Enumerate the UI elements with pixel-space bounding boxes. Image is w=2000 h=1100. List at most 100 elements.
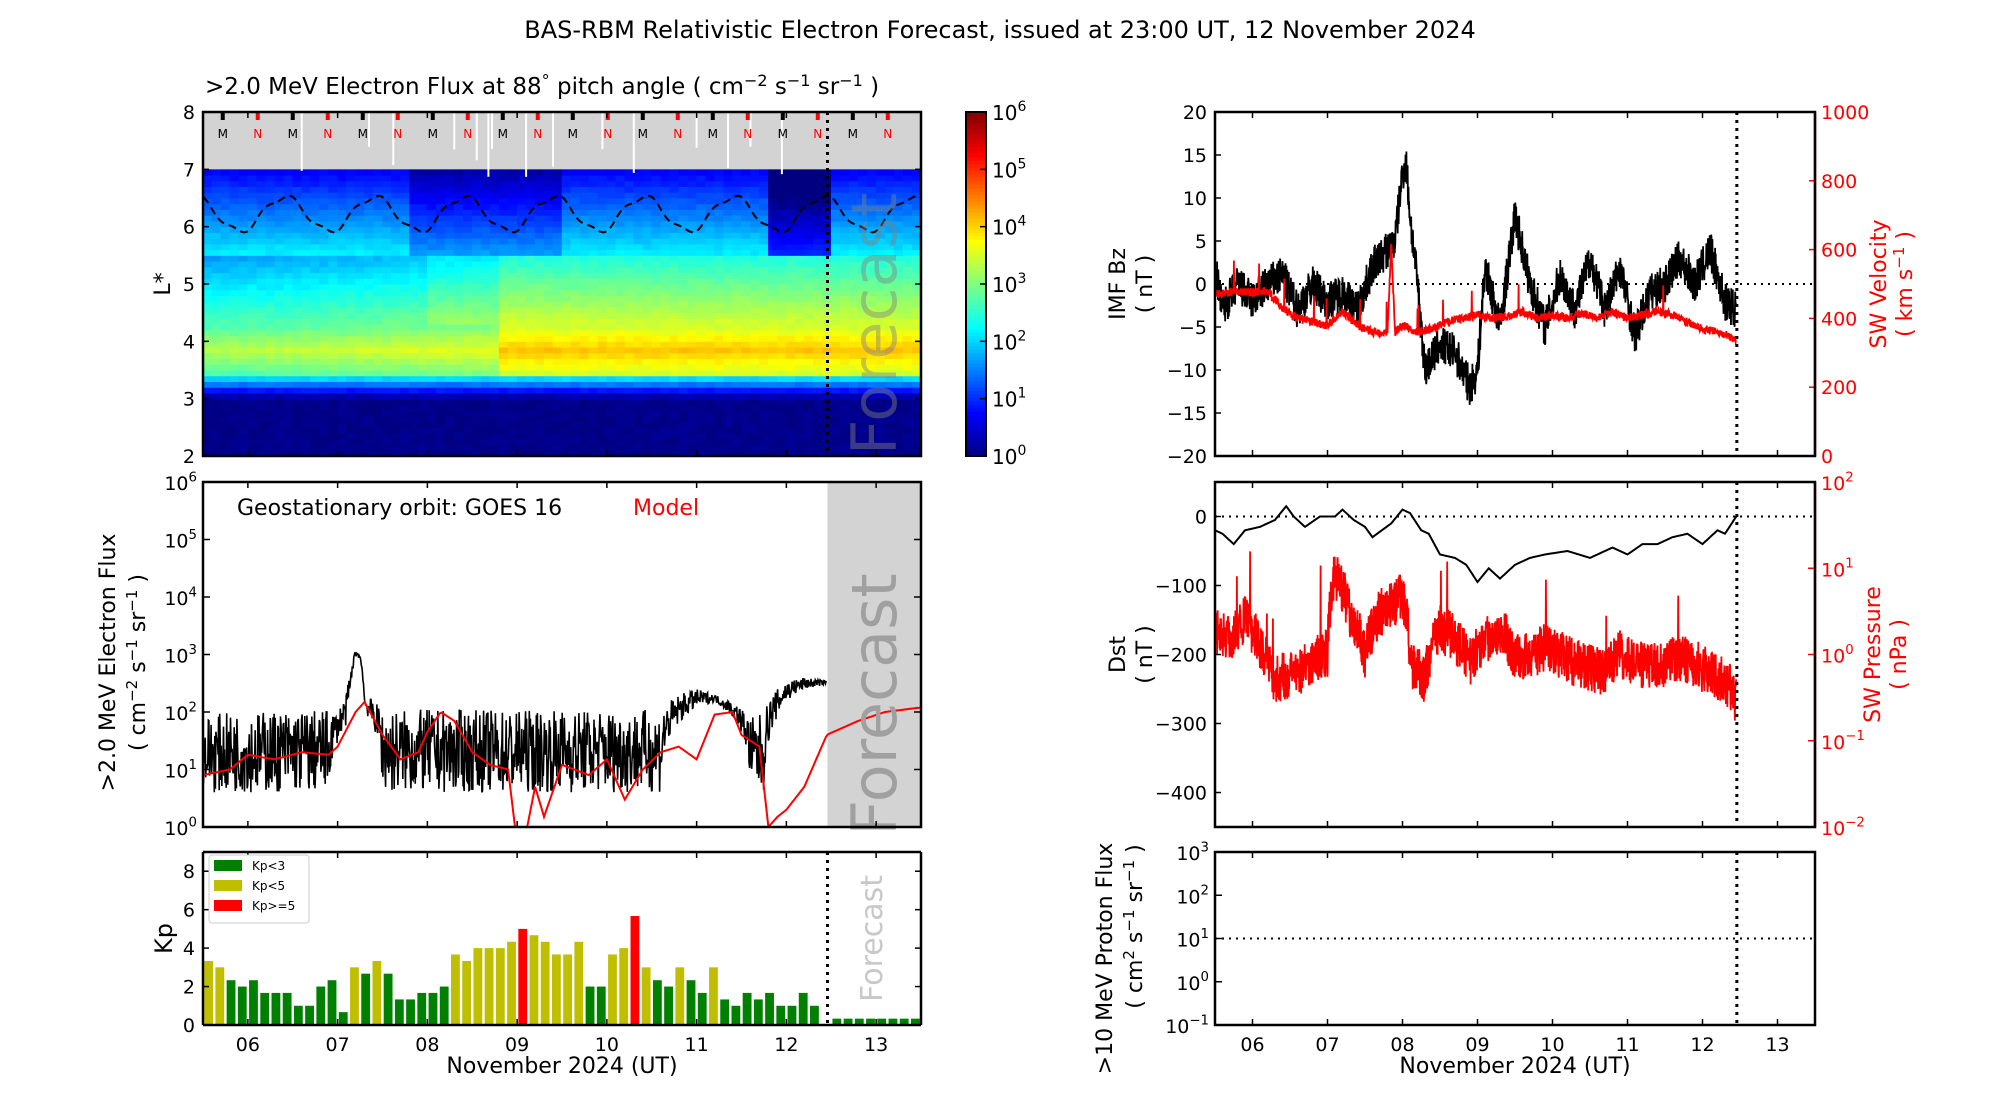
heatmap-cell [427, 369, 437, 377]
heatmap-cell [498, 369, 509, 377]
heatmap-cell [633, 375, 644, 382]
heatmap-cell [256, 369, 267, 377]
heatmap-cell [804, 318, 814, 325]
colorbar-segment [966, 376, 986, 381]
heatmap-cell [283, 398, 294, 405]
heatmap-cell [489, 203, 500, 210]
heatmap-cell [795, 346, 805, 354]
heatmap-cell [741, 180, 751, 188]
heatmap-cell [301, 415, 312, 423]
heatmap-cell [902, 404, 913, 411]
heatmap-cell [418, 220, 428, 228]
heatmap-cell [355, 174, 366, 182]
heatmap-cell [741, 283, 751, 291]
heatmap-cell [875, 255, 886, 262]
heatmap-cell [606, 289, 617, 296]
heatmap-cell [651, 186, 662, 193]
heatmap-cell [902, 323, 913, 331]
heatmap-cell [624, 404, 635, 411]
heatmap-cell [507, 283, 518, 291]
heatmap-cell [525, 329, 536, 337]
heatmap-cell [732, 266, 742, 274]
heatmap-cell [328, 363, 339, 371]
heatmap-cell [480, 363, 491, 371]
heatmap-cell [256, 249, 267, 256]
heatmap-cell [427, 266, 437, 274]
heatmap-cell [498, 214, 509, 222]
heatmap-cell [714, 174, 725, 182]
heatmap-cell [642, 375, 653, 382]
heatmap-cell [283, 415, 294, 423]
heatmap-cell [848, 214, 859, 222]
heatmap-cell [795, 283, 805, 291]
heatmap-cell [418, 255, 428, 262]
heatmap-cell [256, 318, 267, 325]
heatmap-cell [310, 266, 321, 274]
heatmap-cell [633, 203, 644, 210]
heatmap-cell [570, 277, 581, 285]
heatmap-cell [768, 289, 778, 296]
heatmap-cell [328, 312, 339, 319]
heatmap-cell [741, 386, 751, 394]
heatmap-cell [382, 220, 392, 228]
heatmap-cell [561, 329, 572, 337]
heatmap-cell [911, 214, 921, 222]
heatmap-cell [795, 260, 805, 268]
heatmap-cell [732, 409, 742, 417]
heatmap-cell [283, 312, 294, 319]
heatmap-cell [337, 381, 348, 388]
heatmap-cell [220, 386, 231, 394]
y-right-tick-label: 102 [1821, 470, 1854, 495]
heatmap-cell [821, 266, 832, 274]
heatmap-cell [759, 375, 769, 382]
heatmap-cell [391, 421, 401, 428]
heatmap-cell [642, 237, 653, 245]
heatmap-cell [400, 232, 410, 239]
heatmap-cell [759, 415, 769, 423]
heatmap-cell [516, 341, 527, 348]
heatmap-cell [705, 169, 716, 176]
heatmap-cell [911, 180, 921, 188]
heatmap-cell [409, 203, 419, 210]
heatmap-cell [328, 449, 339, 456]
heatmap-cell [642, 214, 653, 222]
heatmap-cell [705, 444, 716, 451]
heatmap-cell [732, 226, 742, 233]
heatmap-cell [382, 392, 392, 400]
heatmap-cell [319, 243, 330, 251]
heatmap-cell [400, 421, 410, 428]
heatmap-cell [265, 243, 276, 251]
heatmap-cell [588, 249, 599, 256]
heatmap-cell [516, 329, 527, 337]
heatmap-cell [247, 386, 258, 394]
heatmap-cell [301, 180, 312, 188]
heatmap-cell [346, 203, 357, 210]
heatmap-cell [480, 300, 491, 308]
heatmap-cell [301, 232, 312, 239]
heatmap-cell [893, 409, 904, 417]
heatmap-cell [705, 329, 716, 337]
heatmap-cell [902, 237, 913, 245]
heatmap-cell [471, 369, 482, 377]
heatmap-cell [669, 214, 680, 222]
heatmap-cell [427, 404, 437, 411]
heatmap-cell [552, 197, 563, 205]
colorbar-segment [966, 435, 986, 440]
heatmap-cell [588, 260, 599, 268]
heatmap-cell [615, 335, 626, 342]
heatmap-cell [678, 449, 689, 456]
heatmap-cell [355, 381, 366, 388]
heatmap-cell [570, 352, 581, 360]
heatmap-cell [462, 232, 473, 239]
heatmap-cell [229, 272, 240, 279]
heatmap-cell [534, 318, 545, 325]
heatmap-cell [543, 335, 554, 342]
heatmap-cell [265, 174, 276, 182]
heatmap-cell [902, 381, 913, 388]
heatmap-cell [256, 214, 267, 222]
heatmap-cell [615, 277, 626, 285]
heatmap-cell [445, 404, 455, 411]
heatmap-cell [525, 266, 536, 274]
heatmap-cell [678, 421, 689, 428]
heatmap-cell [786, 237, 796, 245]
